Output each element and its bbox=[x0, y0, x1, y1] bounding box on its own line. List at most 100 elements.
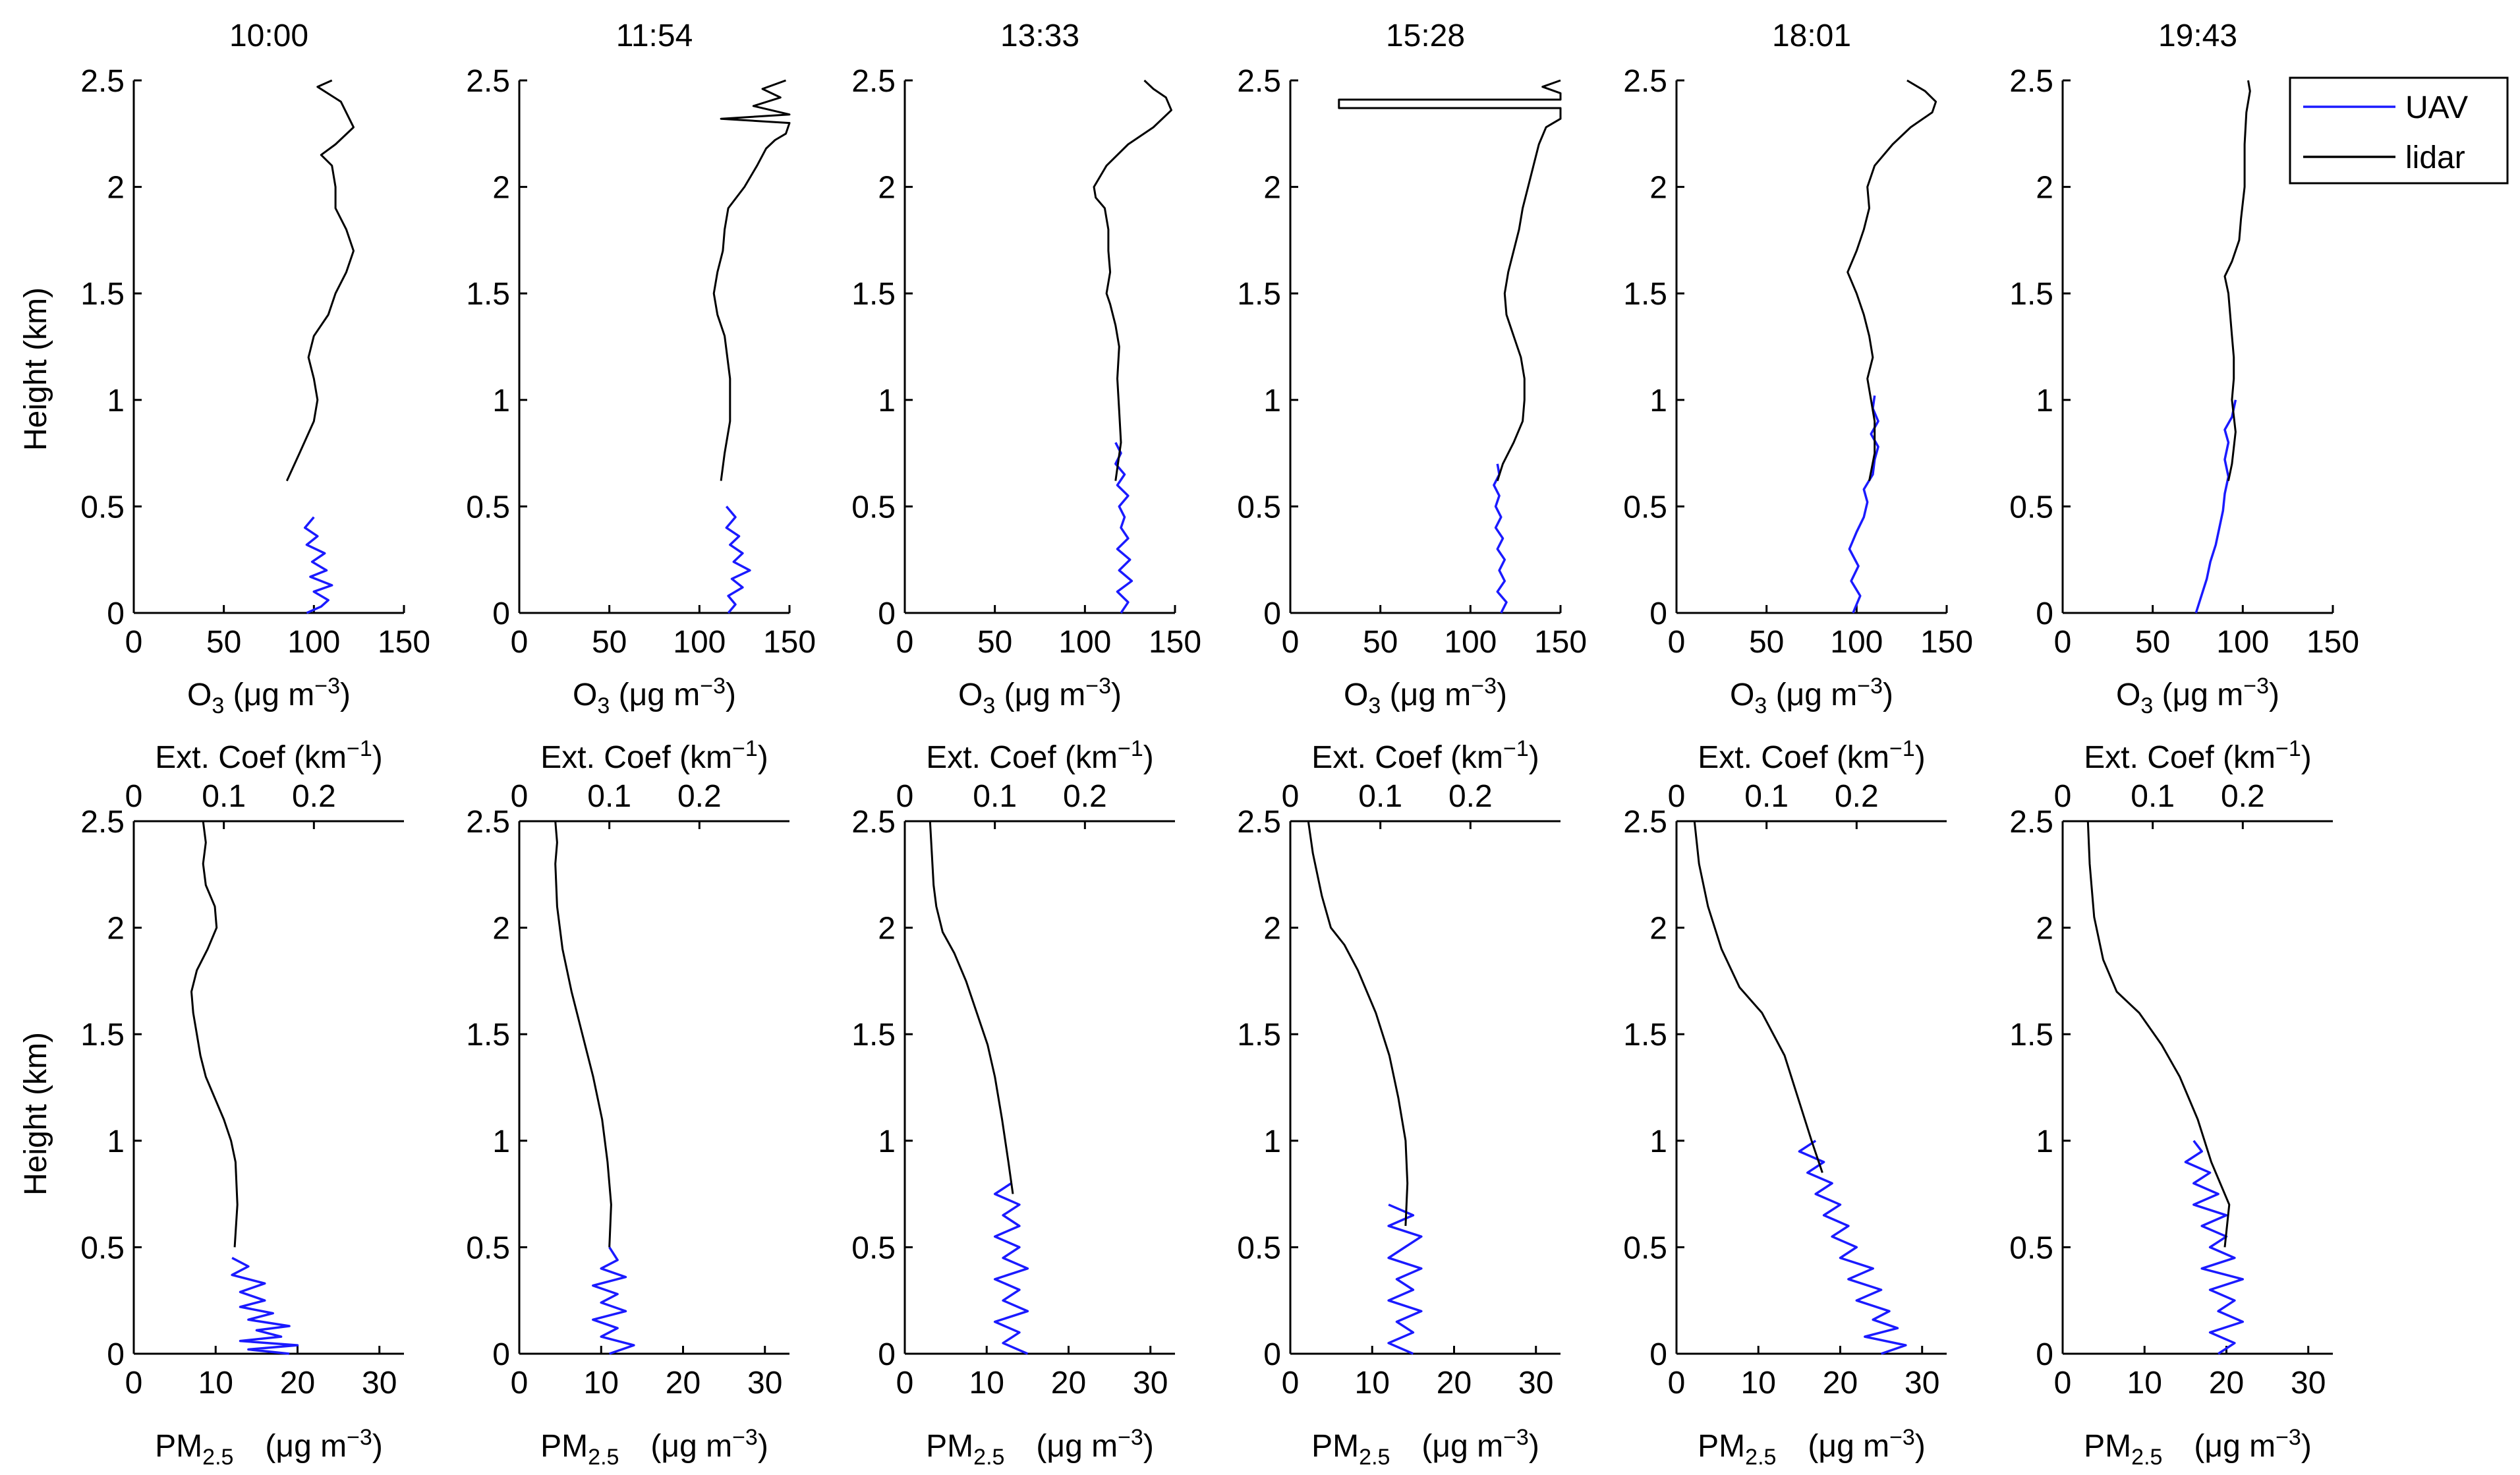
o3-panel-5-x-tick-label: 100 bbox=[1830, 625, 1883, 660]
o3-panel-4-x-tick-label: 100 bbox=[1444, 625, 1497, 660]
o3-panel-6-x-tick-label: 0 bbox=[2054, 625, 2072, 660]
pm-panel-6-lidar-series bbox=[2086, 821, 2231, 1248]
o3-panel-6-y-tick-label: 2 bbox=[2036, 171, 2053, 206]
pm-panel-1-lidar-series bbox=[190, 821, 239, 1248]
pm-panel-3-top-tick-label: 0.1 bbox=[973, 779, 1017, 814]
o3-panel-2-y-tick-label: 1 bbox=[492, 384, 510, 419]
o3-panel-2-x-tick-label: 100 bbox=[673, 625, 726, 660]
pm-panel-3-y-tick-label: 0 bbox=[878, 1337, 896, 1372]
pm-panel-1-x-tick-label: 30 bbox=[362, 1366, 397, 1401]
pm-panel-5-top-tick-label: 0.1 bbox=[1744, 779, 1789, 814]
pm-panel-3-x-tick-label: 20 bbox=[1051, 1366, 1086, 1401]
o3-panel-5-x-tick-label: 150 bbox=[1920, 625, 1973, 660]
o3-panel-4-y-tick-label: 2 bbox=[1263, 171, 1281, 206]
pm-panel-4-x-tick-label: 30 bbox=[1518, 1366, 1553, 1401]
pm-panel-6-top-label: Ext. Coef (km−1) bbox=[2084, 736, 2311, 775]
o3-panel-4-y-tick-label: 0 bbox=[1263, 596, 1281, 631]
pm-panel-3-y-tick-label: 0.5 bbox=[851, 1230, 896, 1265]
o3-y-axis-label: Height (km) bbox=[18, 287, 53, 451]
pm-panel-2-top-tick-label: 0.1 bbox=[587, 779, 631, 814]
pm-panel-2-uav-series bbox=[592, 1246, 635, 1355]
pm-panel-2-y-tick-label: 2.5 bbox=[466, 805, 510, 840]
pm-panel-3-uav-series bbox=[993, 1182, 1029, 1355]
o3-panel-6-y-tick-label: 0 bbox=[2036, 596, 2053, 631]
o3-panel-4-uav-series bbox=[1493, 463, 1508, 614]
pm-panel-6-y-tick-label: 0.5 bbox=[2009, 1230, 2053, 1265]
pm-panel-3-y-tick-label: 2.5 bbox=[851, 805, 896, 840]
pm-panel-2-y-tick-label: 1 bbox=[492, 1124, 510, 1159]
pm-panel-5-top-tick-label: 0 bbox=[1668, 779, 1686, 814]
pm-panel-1-top-tick-label: 0.1 bbox=[202, 779, 246, 814]
o3-panel-6-x-tick-label: 100 bbox=[2216, 625, 2269, 660]
pm-panel-5-x-tick-label: 0 bbox=[1668, 1366, 1686, 1401]
pm-panel-5-y-tick-label: 2.5 bbox=[1623, 805, 1667, 840]
pm-panel-1-x-tick-label: 0 bbox=[125, 1366, 143, 1401]
o3-panel-3-y-tick-label: 2 bbox=[878, 171, 896, 206]
pm-panel-1-x-label: PM2.5 (μg m−3) bbox=[155, 1425, 383, 1470]
pm-panel-4-top-tick-label: 0.1 bbox=[1358, 779, 1402, 814]
legend-box bbox=[2289, 76, 2509, 185]
o3-panel-1-x-label: O3 (μg m−3) bbox=[187, 674, 351, 718]
pm-panel-4-lidar-series bbox=[1307, 821, 1409, 1227]
o3-panel-4-x-tick-label: 150 bbox=[1534, 625, 1587, 660]
o3-panel-1-y-tick-label: 2.5 bbox=[80, 64, 125, 99]
pm-panel-1-uav-series bbox=[231, 1257, 299, 1355]
pm-panel-5-x-label: PM2.5 (μg m−3) bbox=[1698, 1425, 1926, 1470]
pm-panel-6-x-tick-label: 10 bbox=[2127, 1366, 2162, 1401]
legend-label-uav: UAV bbox=[2405, 90, 2468, 125]
pm-panel-2-y-tick-label: 0.5 bbox=[466, 1230, 510, 1265]
pm-panel-1-x-tick-label: 10 bbox=[198, 1366, 233, 1401]
pm-panel-3-x-tick-label: 10 bbox=[969, 1366, 1004, 1401]
pm-panel-6-y-tick-label: 0 bbox=[2036, 1337, 2053, 1372]
pm-panel-5-y-tick-label: 2 bbox=[1649, 911, 1667, 946]
o3-panel-6-y-tick-label: 0.5 bbox=[2009, 490, 2053, 525]
pm-panel-6-top-tick-label: 0.2 bbox=[2221, 779, 2265, 814]
pm-panel-4-uav-series bbox=[1387, 1203, 1423, 1355]
o3-panel-4-y-tick-label: 0.5 bbox=[1237, 490, 1281, 525]
pm-panel-1-top-label: Ext. Coef (km−1) bbox=[155, 736, 382, 775]
pm-panel-4-top-tick-label: 0 bbox=[1282, 779, 1300, 814]
o3-panel-2-x-label: O3 (μg m−3) bbox=[573, 674, 736, 718]
pm-panel-5-y-tick-label: 1.5 bbox=[1623, 1018, 1667, 1053]
o3-panel-3-x-tick-label: 100 bbox=[1058, 625, 1111, 660]
pm-panel-4-y-tick-label: 2 bbox=[1263, 911, 1281, 946]
pm-panel-6-y-tick-label: 1 bbox=[2036, 1124, 2053, 1159]
pm-panel-4-y-tick-label: 1 bbox=[1263, 1124, 1281, 1159]
o3-panel-6-y-tick-label: 2.5 bbox=[2009, 64, 2053, 99]
o3-panel-3-lidar-series bbox=[1093, 79, 1172, 481]
o3-panel-5-y-tick-label: 0.5 bbox=[1623, 490, 1667, 525]
o3-panel-2-y-tick-label: 1.5 bbox=[466, 277, 510, 312]
pm-panel-1-y-tick-label: 2.5 bbox=[80, 805, 125, 840]
o3-panel-5-y-tick-label: 1.5 bbox=[1623, 277, 1667, 312]
o3-panel-3-uav-series bbox=[1114, 442, 1133, 614]
o3-panel-2-y-tick-label: 2.5 bbox=[466, 64, 510, 99]
pm-panel-2-x-tick-label: 10 bbox=[584, 1366, 619, 1401]
pm-panel-1-y-tick-label: 2 bbox=[107, 911, 125, 946]
o3-panel-1-y-tick-label: 1.5 bbox=[80, 277, 125, 312]
o3-panel-6-x-tick-label: 150 bbox=[2306, 625, 2359, 660]
o3-panel-4-y-tick-label: 1.5 bbox=[1237, 277, 1281, 312]
pm-panel-3-top-tick-label: 0.2 bbox=[1063, 779, 1107, 814]
pm-panel-1-top-tick-label: 0 bbox=[125, 779, 143, 814]
o3-panel-6-y-tick-label: 1 bbox=[2036, 384, 2053, 419]
o3-panel-3-x-label: O3 (μg m−3) bbox=[958, 674, 1122, 718]
pm-panel-6-y-tick-label: 2 bbox=[2036, 911, 2053, 946]
o3-panel-2-x-tick-label: 150 bbox=[763, 625, 816, 660]
pm-panel-2-y-tick-label: 1.5 bbox=[466, 1018, 510, 1053]
pm-panel-2-lidar-series bbox=[554, 821, 612, 1248]
legend-label-lidar: lidar bbox=[2405, 140, 2465, 175]
o3-panel-2-x-tick-label: 0 bbox=[511, 625, 529, 660]
pm-panel-6-x-tick-label: 20 bbox=[2209, 1366, 2244, 1401]
o3-panel-5-x-tick-label: 0 bbox=[1668, 625, 1686, 660]
pm-panel-5-y-tick-label: 0.5 bbox=[1623, 1230, 1667, 1265]
pm-panel-6-y-tick-label: 2.5 bbox=[2009, 805, 2053, 840]
pm-panel-3-top-tick-label: 0 bbox=[896, 779, 914, 814]
pm-panel-4-x-tick-label: 10 bbox=[1355, 1366, 1390, 1401]
pm-panel-2-y-tick-label: 0 bbox=[492, 1337, 510, 1372]
pm-panel-1-x-tick-label: 20 bbox=[280, 1366, 315, 1401]
pm-panel-4-y-tick-label: 1.5 bbox=[1237, 1018, 1281, 1053]
o3-panel-3-y-tick-label: 2.5 bbox=[851, 64, 896, 99]
o3-panel-1-lidar-series bbox=[285, 79, 355, 482]
o3-panel-3-x-tick-label: 150 bbox=[1149, 625, 1201, 660]
